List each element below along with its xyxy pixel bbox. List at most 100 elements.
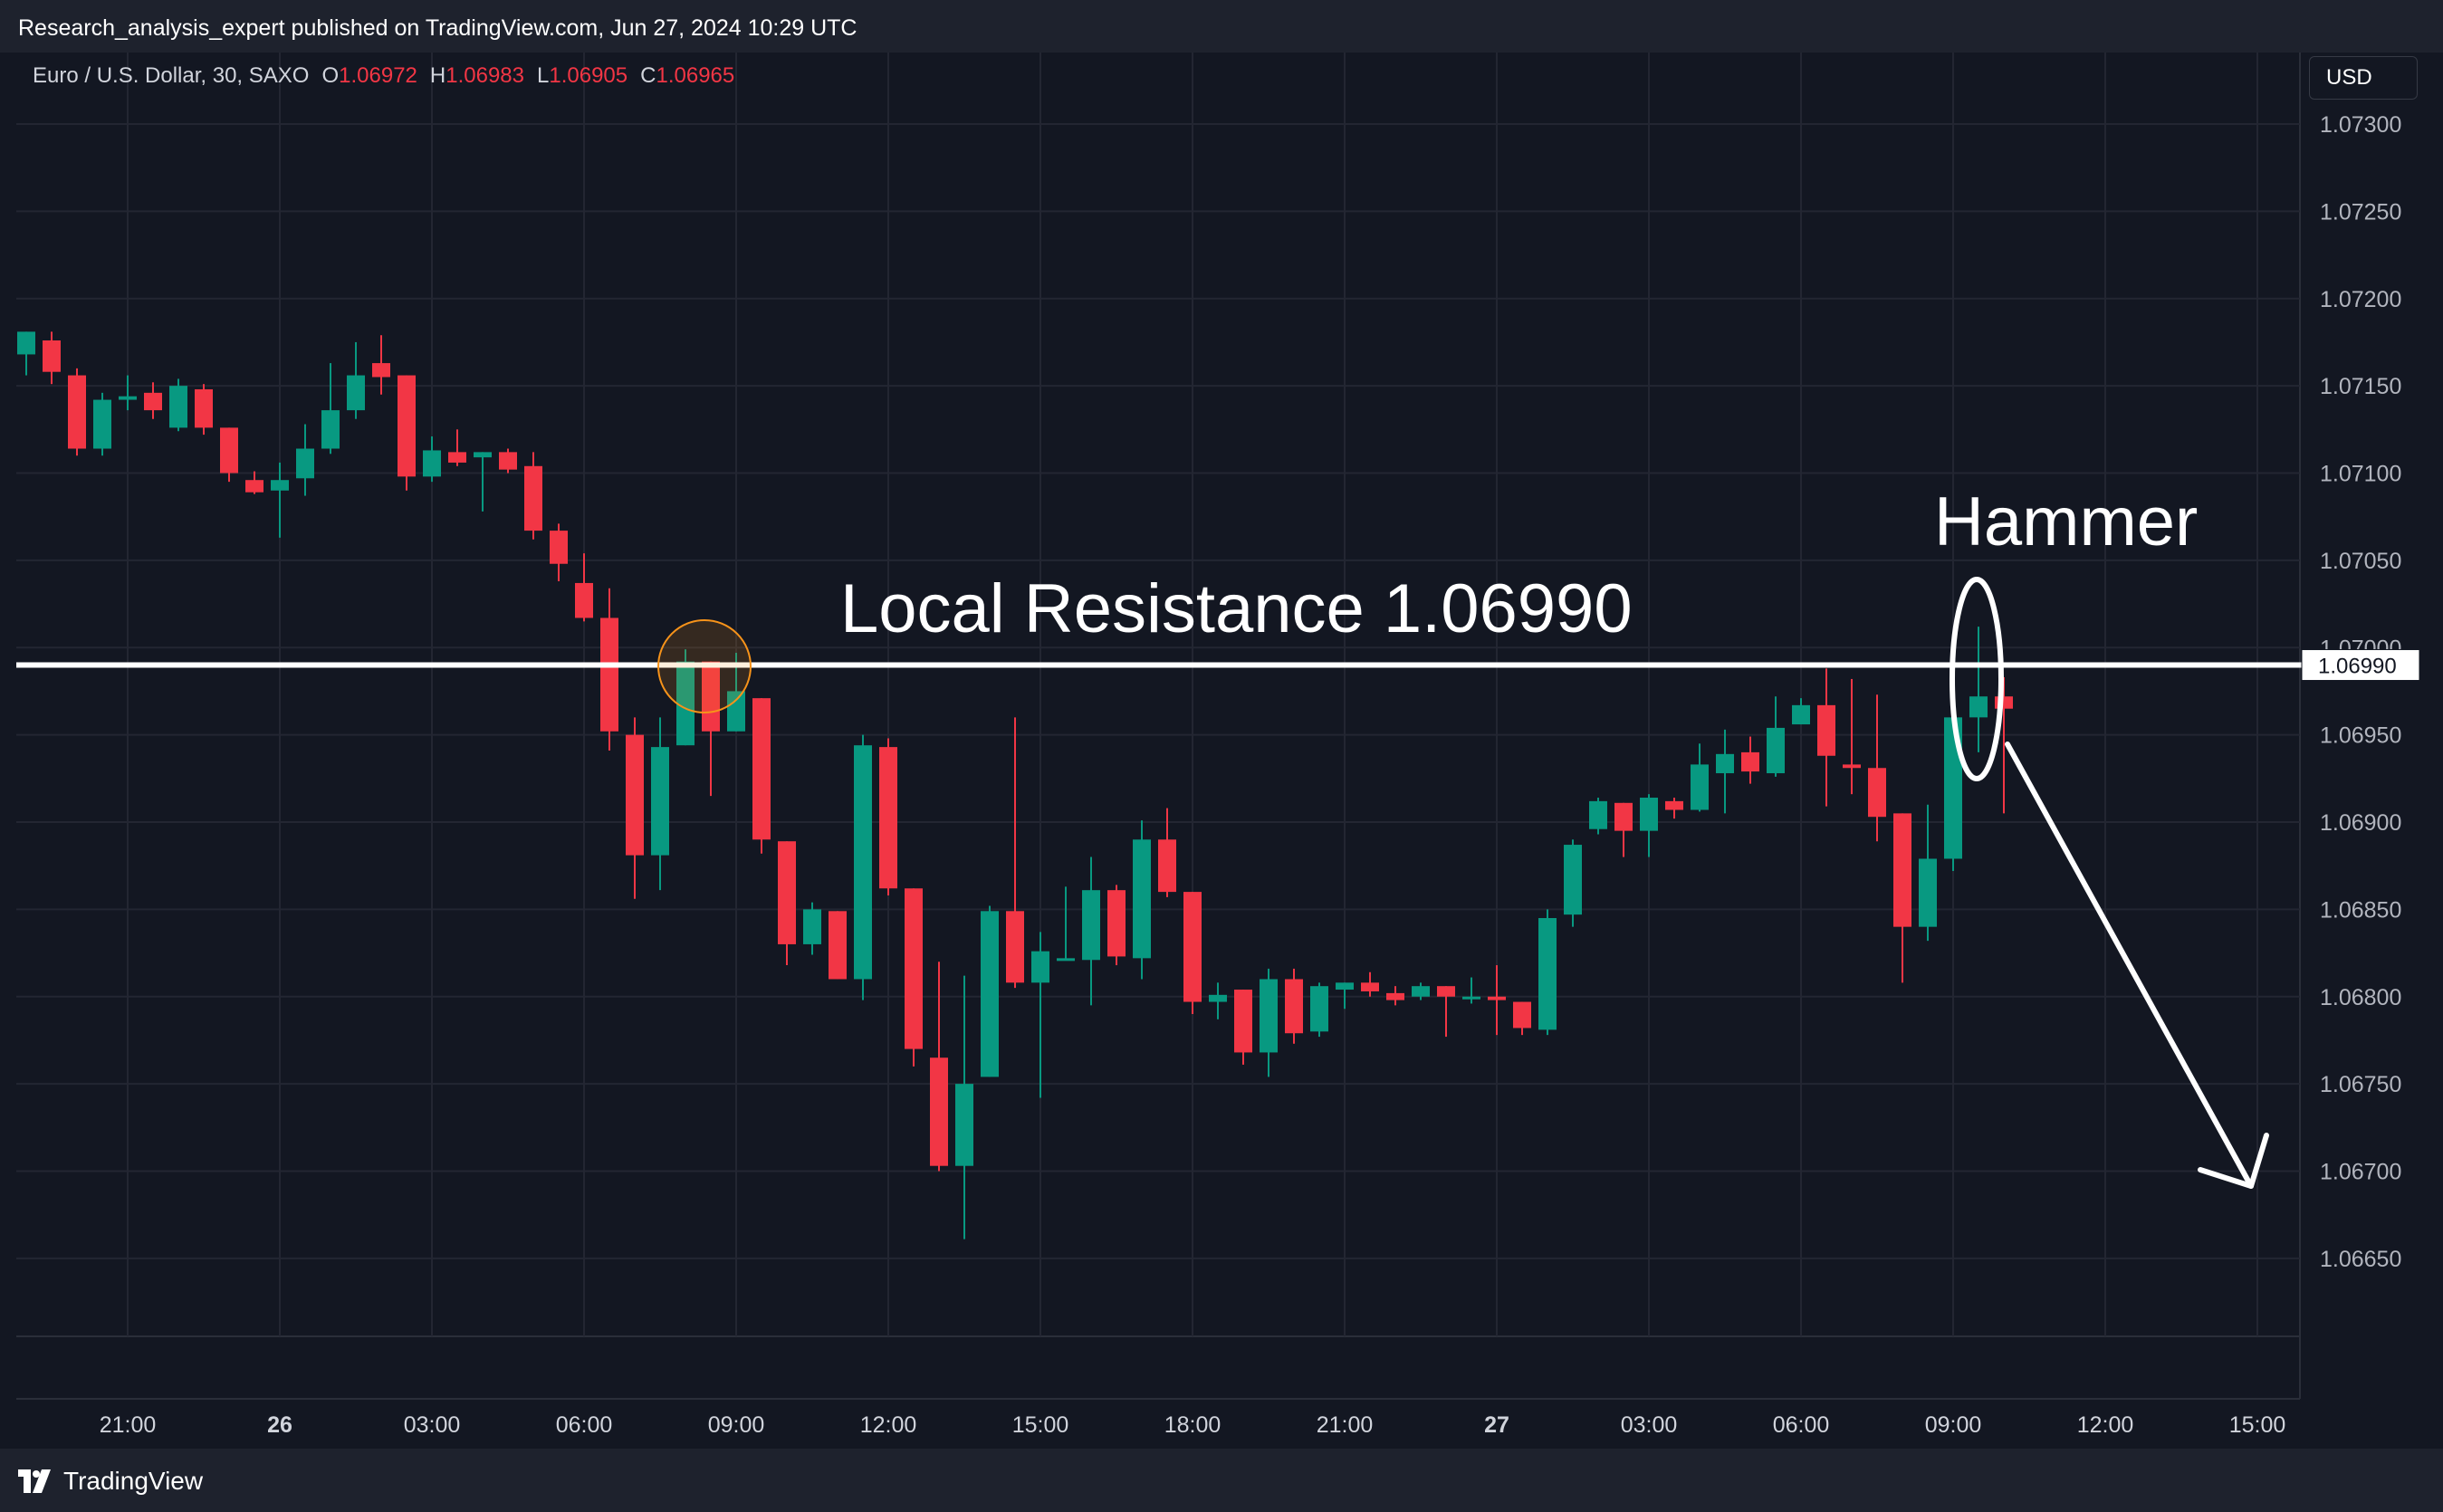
candle [1640,794,1658,857]
candle-body [372,363,390,378]
candle-body [1564,845,1582,915]
candle-body [321,410,340,449]
candle-body [245,480,263,493]
candle [854,734,872,1000]
candle-body [499,452,517,470]
low-label: L [537,63,550,88]
candle-body [1031,951,1049,983]
candle-body [1893,813,1911,927]
candle [1488,965,1506,1036]
grid-lines [16,53,2301,1400]
candle [144,382,162,419]
price-tick-label: 1.07150 [2320,374,2401,399]
resistance-price-label: 1.06990 [2318,655,2397,679]
candle [119,375,137,411]
candle [398,375,416,491]
downtrend-arrow[interactable] [2005,741,2254,1189]
candle-body [423,450,441,477]
candle [423,436,441,483]
candles [17,331,2013,1239]
candle [499,448,517,474]
candle [600,588,618,751]
candle-body [1285,979,1303,1034]
candle [448,429,466,466]
candle-body [1817,704,1835,756]
candle [550,523,568,582]
candle-body [119,396,137,400]
candle [1310,982,1328,1038]
price-tick-label: 1.06750 [2320,1072,2401,1097]
candle [1868,694,1886,842]
publisher-bar: Research_analysis_expert published on Tr… [0,0,2443,53]
candle-body [600,617,618,732]
price-tick-label: 1.06650 [2320,1247,2401,1272]
time-tick-label: 03:00 [1621,1412,1678,1438]
annotations: Local Resistance 1.06990 Hammer [16,483,2302,1189]
candle [1234,990,1252,1065]
candle [195,384,213,435]
candle-body [879,747,897,889]
resistance-price-tag [2301,649,2420,682]
time-tick-label: 03:00 [404,1412,461,1438]
candle [1031,932,1049,1098]
candle-body [1462,996,1480,1000]
candle [1260,968,1278,1077]
candle [1741,736,1759,784]
candle-body [803,909,821,944]
price-tick-label: 1.07200 [2320,287,2401,312]
time-tick-label: 15:00 [2229,1412,2286,1438]
high-value: 1.06983 [445,63,525,88]
candle [17,331,35,376]
candle [68,368,86,456]
open-label: O [321,63,340,88]
candle [651,717,669,891]
candle-body [1614,802,1633,831]
candle-body [778,841,796,944]
candle-body [1361,982,1379,991]
tradingview-brand[interactable]: TradingView [18,1463,203,1499]
candle [1893,813,1911,983]
candle-body [1843,764,1861,769]
candle-body [1640,798,1658,831]
price-axis[interactable]: 1.07300 1.07250 1.07200 1.07150 1.07100 1.070… [2301,112,2420,1272]
candle-body [930,1057,948,1166]
time-axis[interactable]: 21:00 26 03:00 06:00 09:00 12:00 15:00 18:00 21:… [100,1412,2286,1438]
candle-body [524,465,542,531]
candle [1386,986,1404,1006]
candle [1716,729,1734,814]
candle-body [169,386,187,428]
hammer-ellipse[interactable] [1950,577,2004,781]
candle-body [626,734,644,856]
candle [1006,717,1024,989]
time-tick-label: 06:00 [1773,1412,1830,1438]
currency-button[interactable]: USD [2309,56,2418,100]
candle [1107,885,1126,966]
candle [93,392,111,456]
candle-body [829,911,847,980]
candle [1462,977,1480,1004]
candle-body [93,399,111,449]
candle-body [1792,704,1810,725]
candle-body [17,331,35,355]
candle-body [195,388,213,428]
hammer-label: Hammer [1934,483,2198,560]
candle [1183,892,1202,1015]
candle-body [68,375,86,449]
candle [803,902,821,955]
candle [43,331,61,385]
close-label: C [640,63,656,88]
symbol-label: Euro / U.S. Dollar, 30, SAXO [33,63,310,88]
candle [1513,1001,1531,1036]
candle-body [1183,892,1202,1002]
candle [1564,839,1582,927]
chart-area[interactable]: Local Resistance 1.06990 Hammer 1.07300 1.… [16,53,2443,1449]
candle-body [474,452,492,458]
candle [930,962,948,1172]
candle-body [43,340,61,372]
candle [905,888,923,1067]
highlight-circle[interactable] [657,619,752,713]
candle [1412,982,1430,1000]
candle [1057,886,1075,962]
price-tick-label: 1.07100 [2320,462,2401,487]
